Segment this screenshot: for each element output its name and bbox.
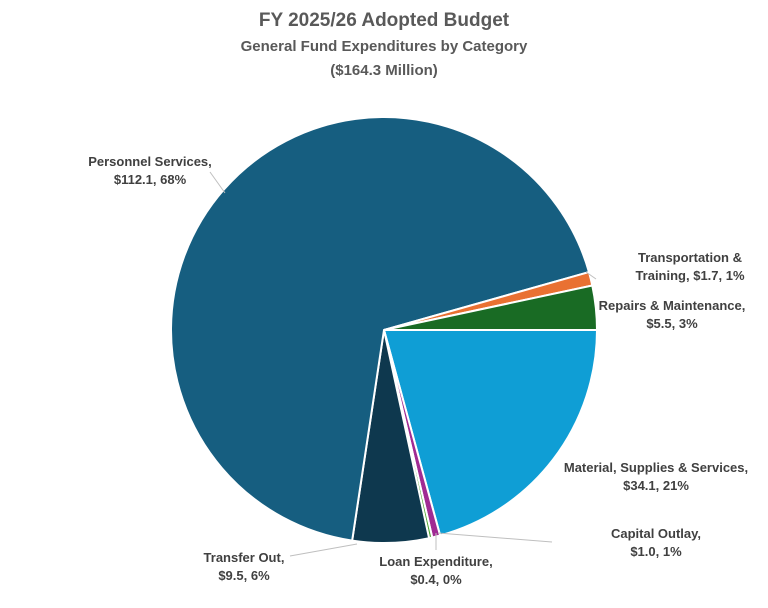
data-label: Transfer Out, bbox=[204, 550, 285, 565]
data-label: Loan Expenditure, bbox=[379, 554, 492, 569]
data-label: $1.0, 1% bbox=[630, 544, 682, 559]
leader-line bbox=[437, 532, 553, 543]
pie-slice-personnel-services bbox=[170, 116, 591, 542]
data-label: $0.4, 0% bbox=[410, 572, 462, 587]
data-label: Transportation & bbox=[638, 250, 742, 265]
chart-total: ($164.3 Million) bbox=[330, 62, 438, 79]
data-label: Capital Outlay, bbox=[611, 526, 701, 541]
data-label: Personnel Services, bbox=[88, 154, 212, 169]
data-label: $9.5, 6% bbox=[218, 568, 270, 583]
data-label: $112.1, 68% bbox=[114, 172, 187, 187]
data-label: $5.5, 3% bbox=[646, 316, 698, 331]
leader-line bbox=[209, 171, 226, 194]
leader-line bbox=[585, 271, 597, 280]
pie-slice-repairs-maintenance bbox=[383, 284, 599, 331]
chart-subtitle: General Fund Expenditures by Category bbox=[240, 38, 528, 55]
leader-line bbox=[289, 543, 358, 557]
data-label: Repairs & Maintenance, bbox=[599, 298, 746, 313]
data-label: Training, $1.7, 1% bbox=[635, 268, 745, 283]
chart-title: FY 2025/26 Adopted Budget bbox=[258, 10, 510, 31]
data-label: $34.1, 21% bbox=[623, 478, 689, 493]
pie-slice-material-supplies-services bbox=[382, 329, 599, 537]
data-label: Material, Supplies & Services, bbox=[564, 460, 748, 475]
